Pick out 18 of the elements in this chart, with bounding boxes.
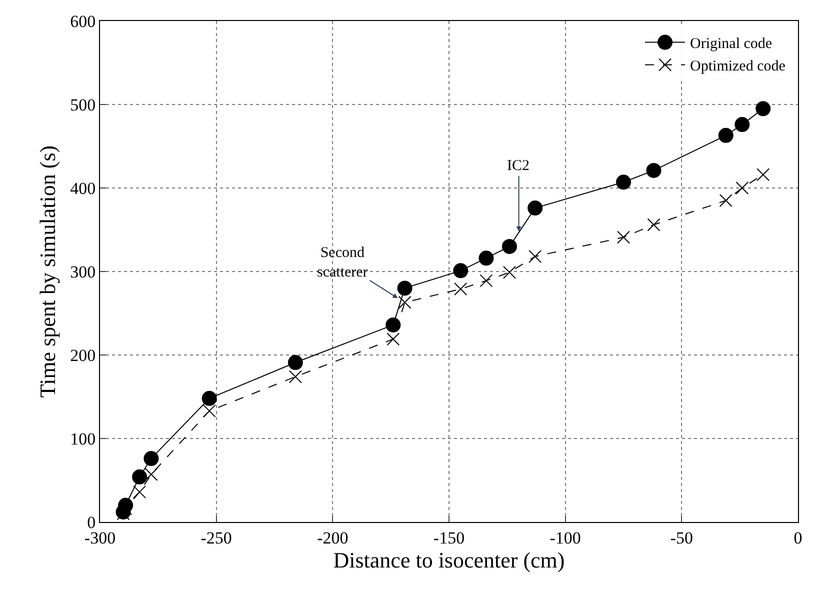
y-tick-label: 300 [70, 262, 96, 282]
y-tick-label: 200 [70, 346, 96, 365]
y-tick-label: 400 [70, 178, 96, 198]
annotation: Second scatterer [317, 245, 368, 280]
x-tick-label: -150 [433, 528, 465, 548]
x-tick-label: -100 [550, 528, 581, 548]
y-tick-label: 500 [70, 95, 96, 114]
legend-label: Original code [690, 36, 772, 52]
y-axis-title: Time spent by simulation (s) [34, 145, 60, 398]
annotation: IC2 [507, 158, 530, 174]
x-tick-label: 0 [794, 528, 802, 548]
y-tick-label: 600 [70, 12, 96, 31]
x-tick-label: -50 [670, 528, 694, 548]
x-axis-title: Distance to isocenter (cm) [333, 547, 565, 572]
y-tick-label: 100 [70, 429, 96, 448]
x-tick-label: -250 [200, 528, 232, 548]
x-tick-label: -200 [317, 528, 348, 548]
legend-label: Optimized code [690, 58, 786, 75]
